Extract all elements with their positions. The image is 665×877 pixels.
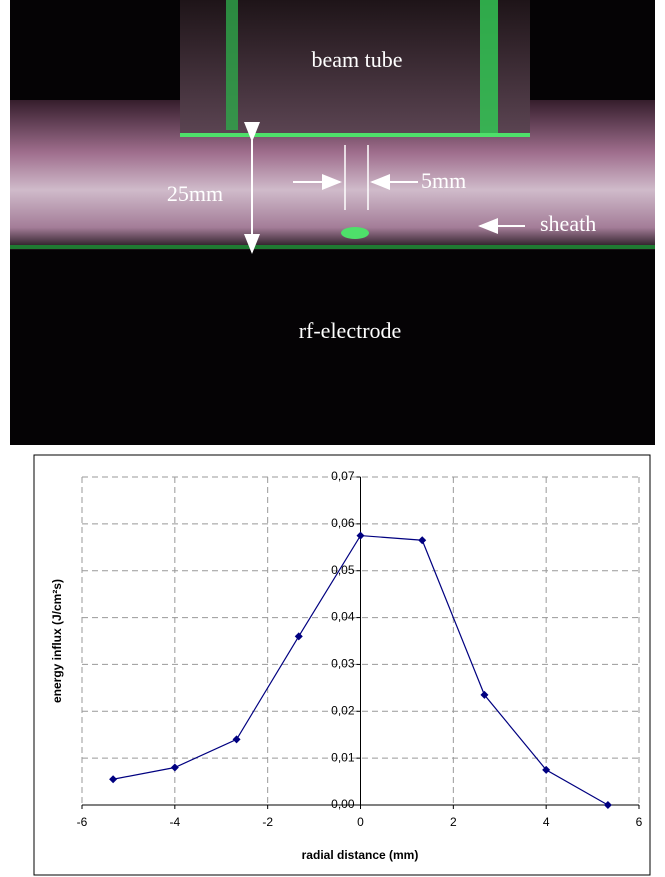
- y-tick-label: 0,02: [331, 703, 355, 717]
- x-axis-title: radial distance (mm): [302, 848, 419, 862]
- x-tick-label: 4: [543, 815, 550, 829]
- y-tick-label: 0,04: [331, 610, 355, 624]
- x-tick-label: 2: [450, 815, 457, 829]
- green-line: [480, 0, 498, 133]
- x-tick-label: -6: [77, 815, 88, 829]
- spot: [341, 227, 369, 239]
- x-tick-label: 0: [357, 815, 364, 829]
- page: beam tube 25mm 5mm sheath rf-electrode r…: [0, 0, 665, 877]
- x-tick-label: 6: [636, 815, 643, 829]
- electrode-edge: [10, 245, 655, 249]
- photo-label: beam tube: [311, 47, 402, 72]
- photo-label: sheath: [540, 211, 596, 236]
- photo-label: 5mm: [421, 168, 466, 193]
- y-axis-title: energy influx (J/cm²s): [50, 579, 64, 703]
- photo-label: rf-electrode: [299, 318, 402, 343]
- y-tick-label: 0,01: [331, 750, 355, 764]
- green-line: [226, 0, 238, 130]
- x-tick-label: -2: [262, 815, 273, 829]
- y-tick-label: 0,03: [331, 657, 355, 671]
- x-tick-label: -4: [169, 815, 180, 829]
- y-tick-label: 0,07: [331, 469, 355, 483]
- photo-label: 25mm: [167, 181, 223, 206]
- y-tick-label: 0,00: [331, 797, 355, 811]
- y-tick-label: 0,06: [331, 516, 355, 530]
- photo: beam tube 25mm 5mm sheath rf-electrode: [10, 0, 655, 445]
- tube-edge: [180, 133, 530, 137]
